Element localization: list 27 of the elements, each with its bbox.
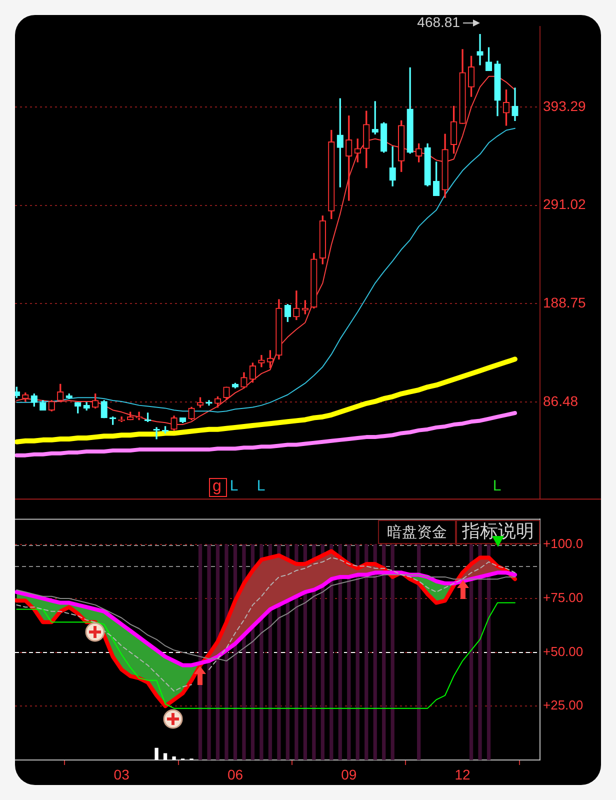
annotation: L [256,478,266,495]
y-tick-label: +100.0 [543,536,584,552]
chart-title: 暗盘资金 [378,520,456,544]
y-tick-label: +25.00 [543,698,584,713]
candlestick [476,34,484,66]
bar [356,544,360,760]
y-tick-label: 188.75 [543,294,586,310]
annotation: g [212,478,222,496]
x-tick-label: 03 [114,766,130,782]
annotation: L [492,478,502,495]
bar [154,748,158,760]
y-tick-label: +75.00 [543,590,584,606]
annotation: 468.81 [417,14,460,30]
bar [163,753,168,760]
y-tick-label: 86.48 [543,392,578,409]
bar [390,544,394,760]
y-tick-label: +50.00 [543,644,584,659]
annotation: L [230,478,238,495]
x-tick-label: 09 [341,766,357,782]
bar [172,756,176,760]
bar [382,544,386,760]
y-tick-label: 291.02 [543,196,586,212]
annotation: 指标说明 [456,520,540,544]
x-tick-label: 06 [227,766,244,782]
bar [207,544,211,760]
x-tick-label: 12 [454,766,471,782]
y-tick-label: 393.29 [543,98,586,114]
